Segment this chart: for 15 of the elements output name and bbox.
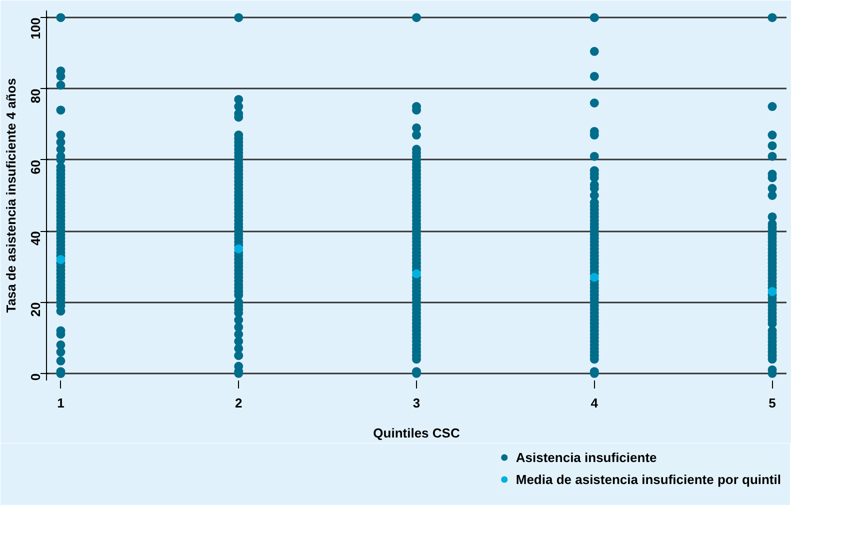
x-tick-label: 1	[57, 396, 64, 410]
y-tick-label: 20	[28, 302, 43, 317]
legend-label: Asistencia insuficiente	[516, 450, 657, 464]
y-tick-label: 100	[28, 18, 43, 40]
x-axis-title: Quintiles CSC	[373, 426, 460, 440]
x-tick-label: 5	[768, 396, 776, 410]
y-tick-label: 80	[28, 88, 43, 104]
x-tick-label: 2	[235, 396, 242, 410]
y-tick-label: 0	[28, 373, 43, 381]
y-tick-label: 40	[28, 231, 43, 246]
y-tick-label: 60	[28, 160, 43, 174]
x-tick-label: 4	[590, 396, 599, 410]
y-axis-title: Tasa de asistencia insuficiente 4 años	[4, 78, 18, 313]
x-tick-label: 3	[412, 396, 420, 410]
legend-label: Media de asistencia insuficiente por quintil	[516, 472, 781, 486]
